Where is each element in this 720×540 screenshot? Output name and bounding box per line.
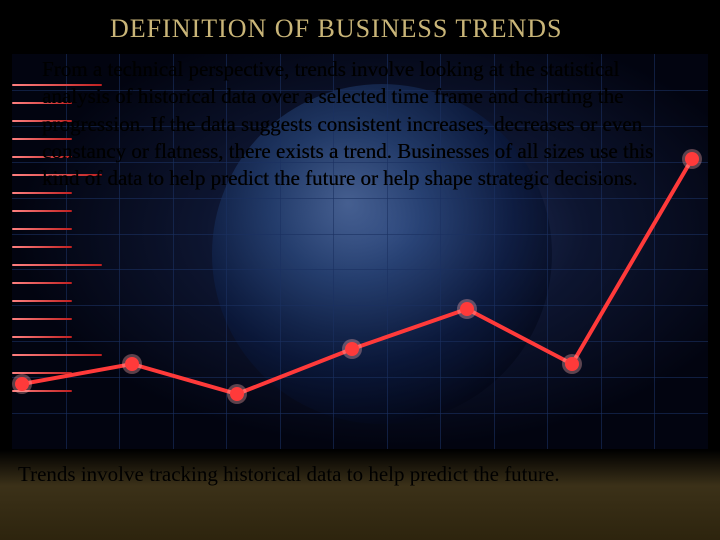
chart-background: From a technical perspective, trends inv… [12,54,708,449]
body-paragraph: From a technical perspective, trends inv… [42,56,683,192]
page-title: DEFINITION OF BUSINESS TRENDS [0,0,720,50]
caption-text: Trends involve tracking historical data … [18,462,702,487]
